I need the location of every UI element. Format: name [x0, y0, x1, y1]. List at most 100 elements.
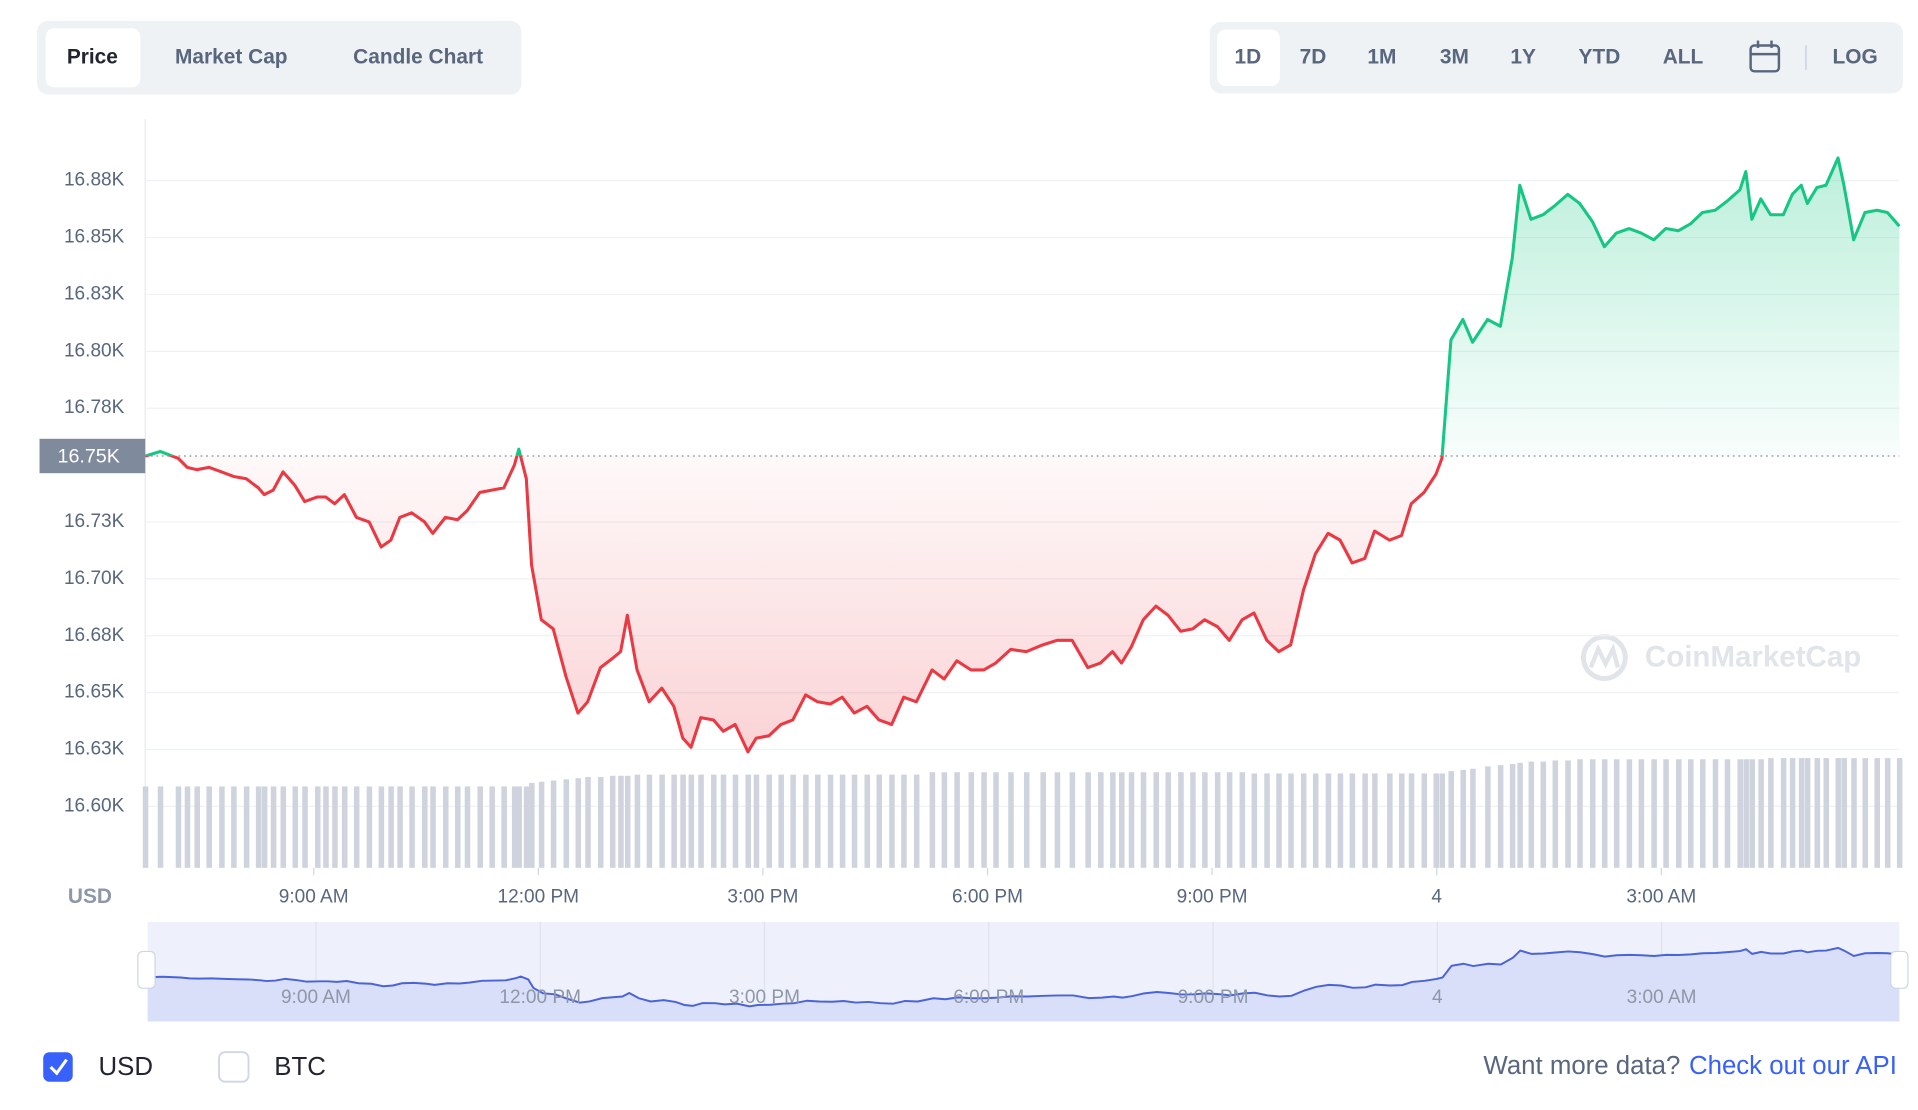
volume-bar [609, 775, 616, 868]
volume-bar [929, 772, 936, 868]
y-tick-label: 16.78K [64, 397, 125, 418]
volume-bar [688, 774, 695, 868]
volume-bar [913, 774, 920, 868]
volume-bar [538, 781, 545, 868]
active-tab-bg [45, 28, 141, 88]
volume-bar [184, 786, 191, 868]
volume-bar [803, 774, 809, 868]
volume-bar [1408, 773, 1415, 868]
checkbox-checked[interactable] [43, 1052, 73, 1082]
volume-bar [778, 774, 784, 868]
volume-bar [292, 786, 299, 868]
volume-bar [1565, 760, 1571, 868]
volume-bar [366, 786, 373, 868]
volume-bar [753, 774, 760, 868]
x-tick-label: 12:00 PM [498, 886, 580, 907]
volume-bar [353, 786, 360, 868]
tab[interactable]: Candle Chart [353, 45, 483, 68]
volume-bar [1823, 758, 1830, 868]
navigator-line [147, 946, 1900, 1008]
range-button[interactable]: YTD [1579, 45, 1621, 68]
volume-bar [1085, 772, 1091, 868]
volume-bar [618, 775, 624, 868]
volume-bar [585, 776, 591, 868]
volume-bar [968, 772, 975, 868]
more-data-text: Want more data? [1483, 1052, 1680, 1080]
volume-bar [680, 774, 686, 868]
y-tick-label: 16.60K [64, 795, 125, 816]
navigator-handle[interactable] [137, 950, 156, 989]
volume-bar [1851, 758, 1857, 868]
navigator-tick-label: 4 [1432, 987, 1443, 1008]
volume-bar [1789, 758, 1796, 868]
y-tick-label: 16.88K [64, 170, 125, 191]
api-link[interactable]: Check out our API [1689, 1052, 1897, 1080]
volume-bar [454, 786, 461, 868]
volume-bar [1054, 772, 1061, 868]
volume-bar [443, 786, 449, 868]
volume-bar [219, 786, 225, 868]
range-button[interactable]: 3M [1440, 45, 1469, 68]
volume-bar [1780, 758, 1787, 868]
volume-bar [646, 774, 653, 868]
volume-bar [1202, 772, 1208, 868]
volume-bar [1688, 759, 1694, 868]
volume-bar [790, 774, 796, 868]
navigator-tick-label: 3:00 PM [729, 987, 800, 1008]
volume-bar [1349, 773, 1356, 868]
watermark-logo [1580, 634, 1628, 681]
volume-bar [993, 772, 999, 868]
calendar-button[interactable] [1749, 40, 1781, 73]
watermark-logo-mark [1588, 642, 1620, 669]
volume-bar [1153, 772, 1160, 868]
volume-bar [1724, 759, 1731, 868]
volume-bar [1804, 758, 1811, 868]
volume-bar [1460, 769, 1466, 868]
volume-bar [323, 786, 329, 868]
navigator-handle[interactable] [1890, 950, 1909, 989]
volume-bar [175, 786, 182, 868]
volume-bar [1814, 758, 1821, 868]
volume-bar [280, 786, 287, 868]
volume-bar [1069, 772, 1076, 868]
volume-bar [422, 786, 428, 868]
volume-bar [142, 786, 149, 868]
volume-bar [397, 786, 403, 868]
volume-bar [1226, 772, 1233, 868]
price-line [144, 156, 1901, 754]
x-tick-label: 9:00 AM [279, 886, 349, 907]
volume-bar [1439, 773, 1446, 868]
checkmark [49, 1058, 68, 1076]
volume-bar [815, 774, 821, 868]
volume-bar [477, 786, 483, 868]
volume-bar [1540, 761, 1547, 868]
volume-bar [1325, 773, 1332, 868]
volume-bar [1288, 773, 1294, 868]
log-button[interactable]: LOG [1832, 45, 1877, 68]
volume-bar [511, 786, 518, 868]
volume-bar [1638, 759, 1645, 868]
y-tick-label: 16.83K [64, 283, 125, 304]
range-button[interactable]: 1M [1367, 45, 1396, 68]
volume-bar [1312, 773, 1319, 868]
tab[interactable]: Market Cap [175, 45, 288, 68]
volume-bar [206, 786, 212, 868]
volume-bar [1214, 772, 1221, 868]
range-button[interactable]: 1Y [1510, 45, 1536, 68]
range-button[interactable]: 1D [1235, 45, 1262, 68]
tab[interactable]: Price [67, 45, 118, 68]
volume-bar [1676, 759, 1682, 868]
range-button[interactable]: 7D [1300, 45, 1327, 68]
volume-bar [1362, 773, 1368, 868]
volume-bar [255, 786, 262, 868]
volume-bar [341, 786, 348, 868]
currency-option: BTC [274, 1053, 326, 1081]
volume-bar [1862, 758, 1868, 868]
checkbox[interactable] [218, 1051, 250, 1083]
range-button[interactable]: ALL [1663, 45, 1704, 68]
volume-bar [464, 786, 471, 868]
volume-bar [1387, 773, 1393, 868]
y-unit-label: USD [68, 885, 112, 908]
volume-bar [1651, 759, 1657, 868]
